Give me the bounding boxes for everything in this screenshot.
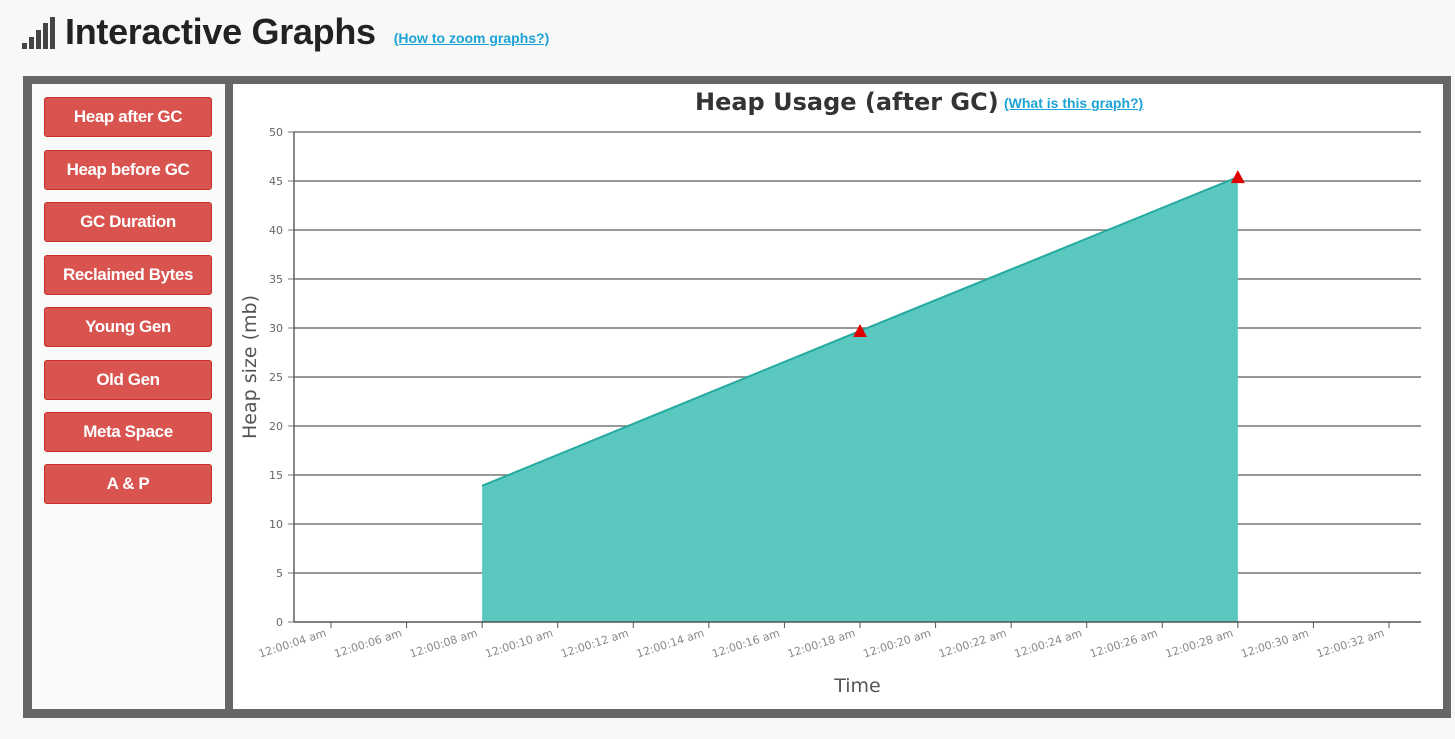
x-tick-label: 12:00:16 am [710,626,781,660]
y-axis-title: Heap size (mb) [239,295,261,439]
what-is-this-graph-link[interactable]: (What is this graph?) [1004,95,1144,111]
y-tick-label: 50 [269,126,283,139]
x-tick-label: 12:00:20 am [862,626,933,660]
y-tick-label: 45 [269,175,283,188]
y-tick-label: 35 [269,273,283,286]
graphs-container: Heap after GC Heap before GC GC Duration… [23,76,1451,718]
signal-bars-icon [22,17,55,49]
heap-before-gc-button[interactable]: Heap before GC [44,150,212,190]
meta-space-button[interactable]: Meta Space [44,412,212,452]
x-tick-label: 12:00:14 am [635,626,706,660]
gc-duration-button[interactable]: GC Duration [44,202,212,242]
page-header: Interactive Graphs (How to zoom graphs?) [22,10,549,54]
young-gen-button[interactable]: Young Gen [44,307,212,347]
y-tick-label: 30 [269,322,283,335]
x-tick-label: 12:00:18 am [786,626,857,660]
x-tick-label: 12:00:06 am [333,626,404,660]
old-gen-button[interactable]: Old Gen [44,360,212,400]
a-and-p-button[interactable]: A & P [44,464,212,504]
data-point-marker [853,323,867,337]
x-tick-label: 12:00:12 am [559,626,630,660]
page-title: Interactive Graphs [65,11,376,52]
chart-title: Heap Usage (after GC) [695,88,999,116]
x-tick-label: 12:00:22 am [937,626,1008,660]
heap-usage-chart[interactable]: 0 5 10 15 20 25 30 35 40 45 50 12:00:04 am 12:00:06 … [233,84,1443,709]
y-tick-label: 20 [269,420,283,433]
chart-header: Heap Usage (after GC) (What is this grap… [233,84,1443,124]
y-tick-label: 40 [269,224,283,237]
y-tick-label: 10 [269,518,283,531]
heap-area [482,177,1238,622]
x-tick-label: 12:00:32 am [1315,626,1386,660]
data-point-marker [1230,170,1245,184]
x-tick-label: 12:00:24 am [1013,626,1084,660]
x-tick-label: 12:00:28 am [1164,626,1235,660]
heap-after-gc-button[interactable]: Heap after GC [44,97,212,137]
y-tick-label: 5 [276,567,283,580]
y-tick-label: 0 [276,616,283,629]
y-tick-label: 15 [269,469,283,482]
chart-panel: Heap Usage (after GC) (What is this grap… [233,84,1443,709]
x-tick-label: 12:00:08 am [408,626,479,660]
x-tick-label: 12:00:26 am [1088,626,1159,660]
x-tick-label: 12:00:04 am [257,626,328,660]
graph-sidebar: Heap after GC Heap before GC GC Duration… [32,84,225,709]
x-tick-label: 12:00:30 am [1239,626,1310,660]
reclaimed-bytes-button[interactable]: Reclaimed Bytes [44,255,212,295]
x-tick-label: 12:00:10 am [484,626,555,660]
x-axis-title: Time [833,675,881,697]
y-tick-label: 25 [269,371,283,384]
how-to-zoom-link[interactable]: (How to zoom graphs?) [393,30,550,46]
